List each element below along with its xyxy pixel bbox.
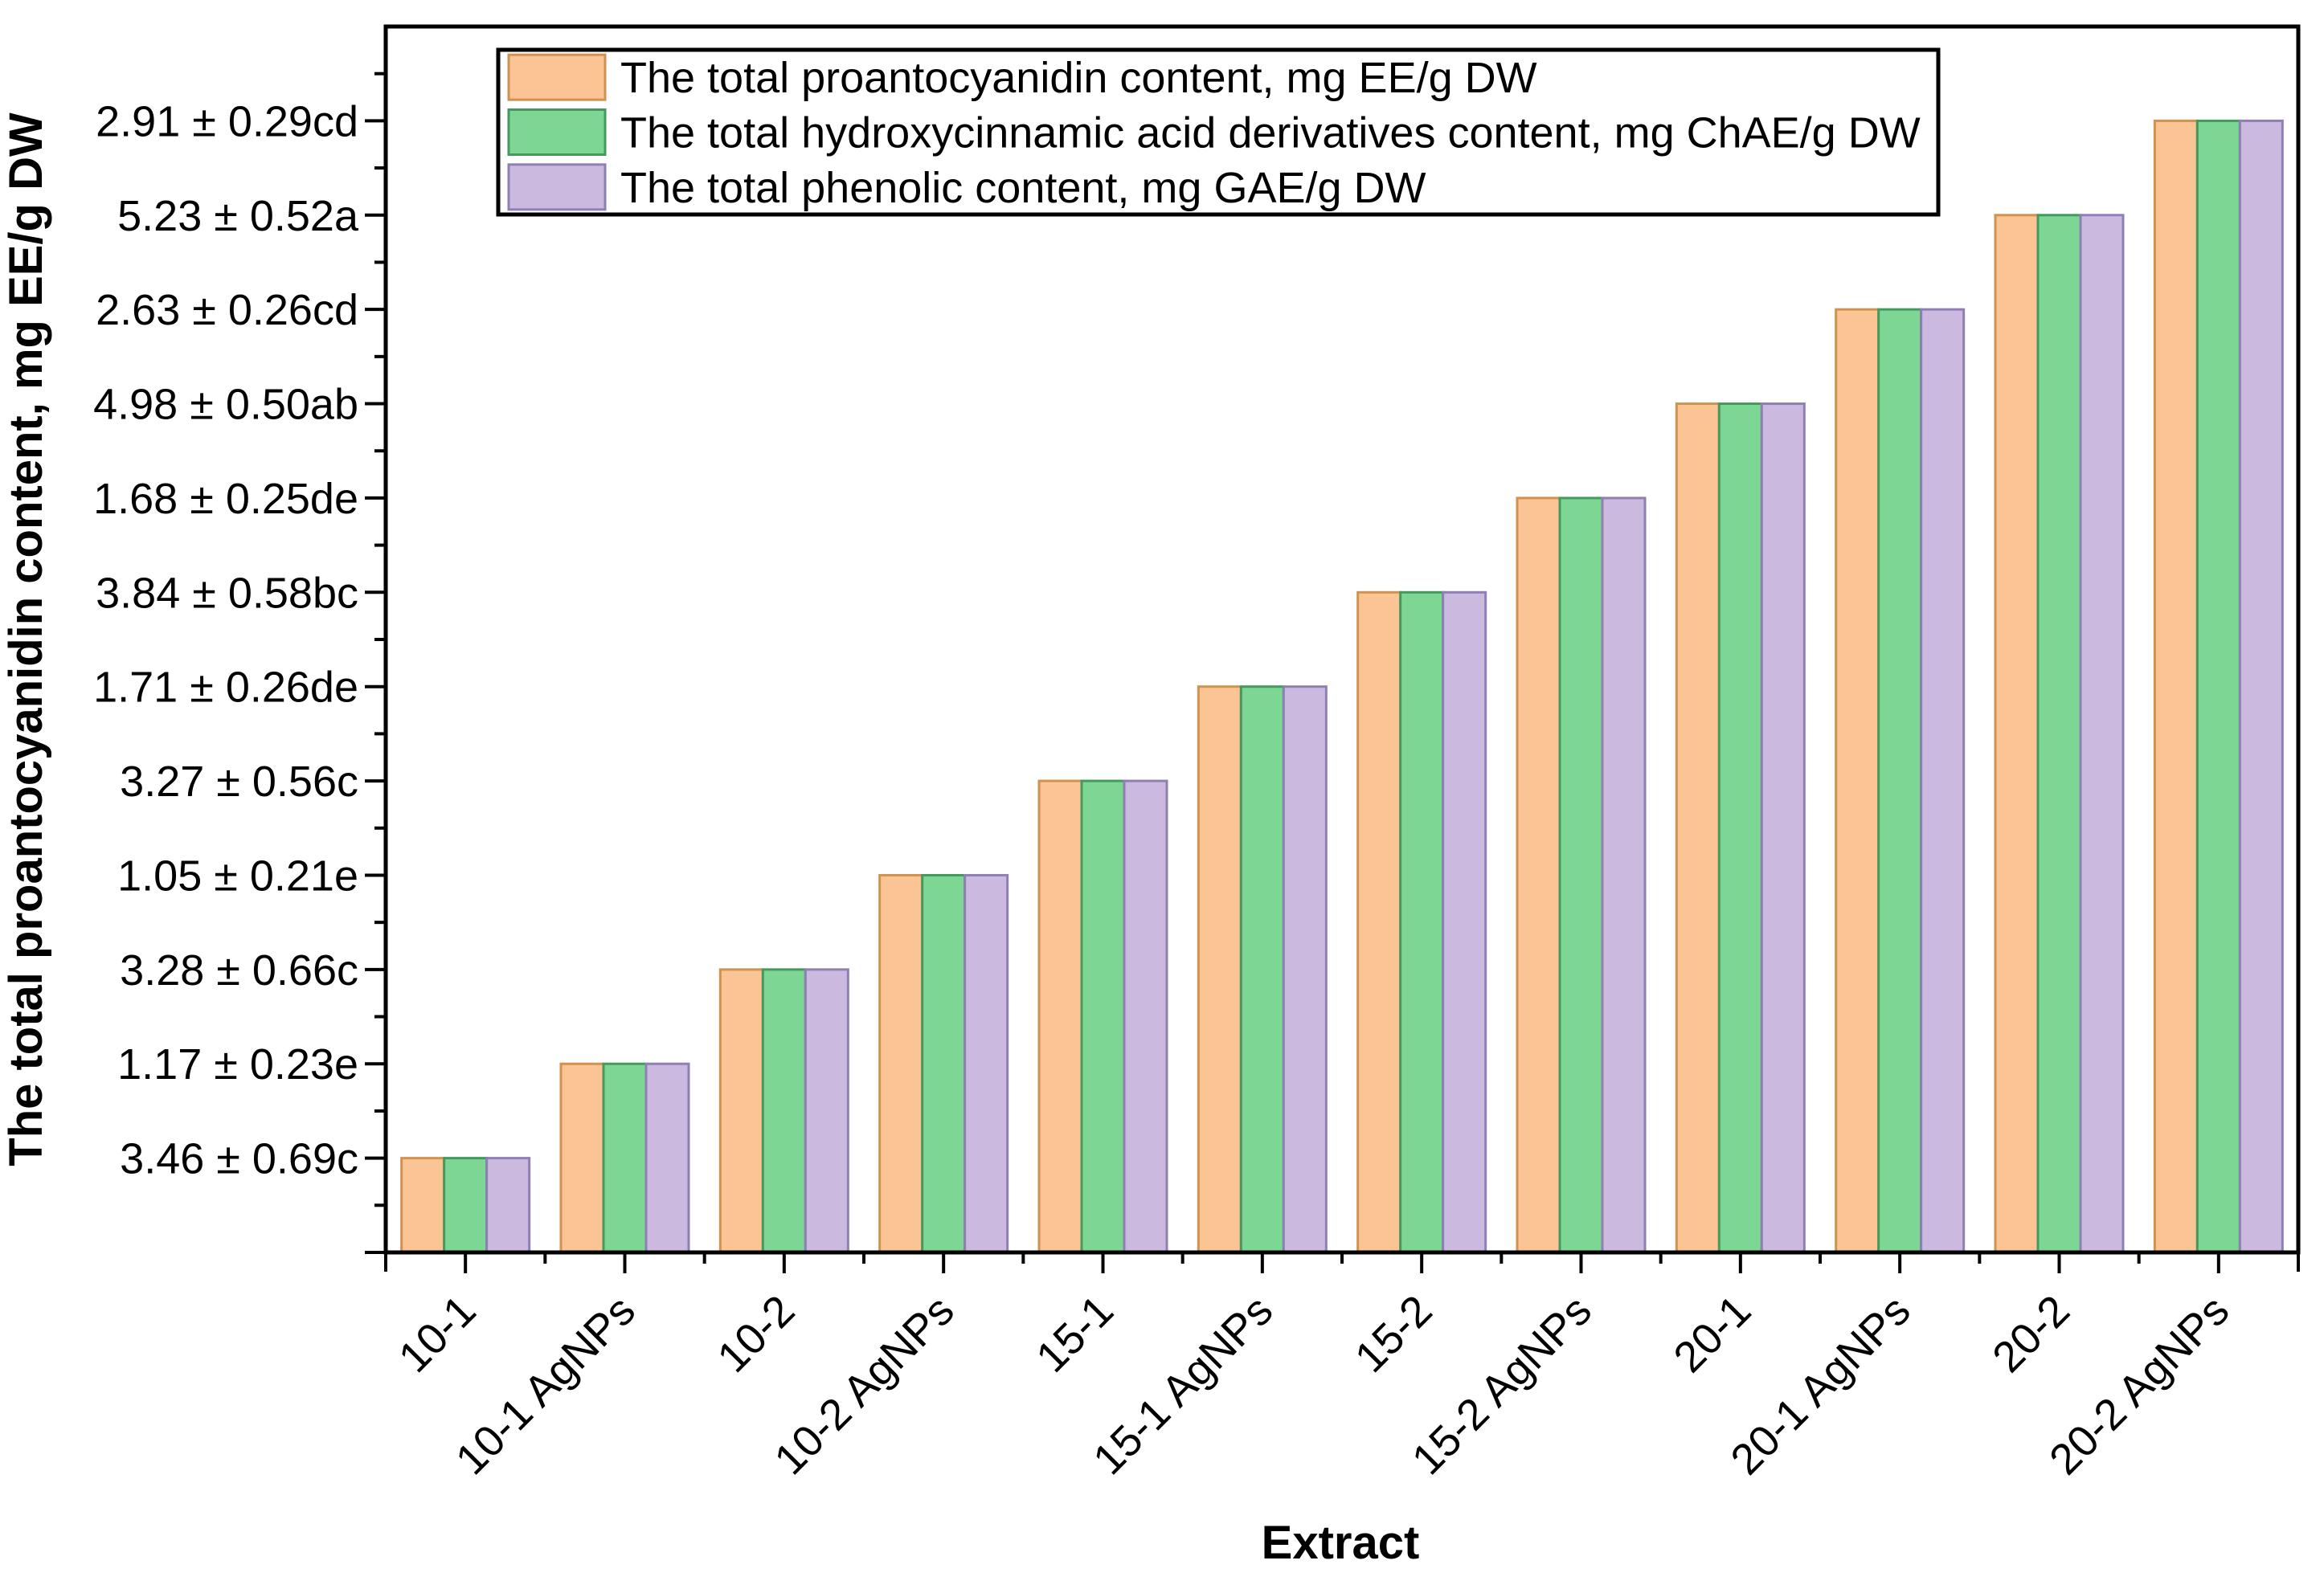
y-tick-labels: 3.46 ± 0.69c 1.17 ± 0.23e 3.28 ± 0.66c 1.05… <box>93 97 359 1183</box>
bar <box>1994 214 2040 1254</box>
bar <box>804 968 849 1254</box>
y-tick-label: 3.84 ± 0.58bc <box>96 569 358 617</box>
x-axis-ticks <box>365 1251 2300 1273</box>
bar <box>1558 496 1604 1254</box>
bar <box>1239 685 1285 1254</box>
bar-series-0 <box>400 119 2199 1254</box>
y-tick-label: 1.17 ± 0.23e <box>117 1040 358 1089</box>
bar <box>2195 119 2241 1254</box>
bar <box>644 1062 690 1254</box>
y-tick-label: 2.91 ± 0.29cd <box>96 97 358 145</box>
y-tick-label: 5.23 ± 0.52a <box>117 192 359 240</box>
bar <box>1835 308 1880 1254</box>
bar <box>2079 214 2125 1254</box>
bar <box>1282 685 1328 1254</box>
bar <box>1717 402 1763 1254</box>
legend-swatch-1 <box>507 108 607 156</box>
bar <box>1920 308 1966 1254</box>
bar <box>559 1062 605 1254</box>
bar <box>2036 214 2082 1254</box>
legend-swatch-2 <box>507 163 607 211</box>
legend-label-1: The total hydroxycinnamic acid derivativ… <box>620 109 1921 157</box>
legend-frame <box>496 47 1941 217</box>
y-axis-title: The total proantocyanidin content, mg EE… <box>0 112 52 1166</box>
y-tick-label: 1.71 ± 0.26de <box>93 664 358 712</box>
bar <box>485 1157 531 1254</box>
bar <box>1442 590 1487 1254</box>
y-tick-label: 1.68 ± 0.25de <box>93 475 358 523</box>
bar <box>443 1157 489 1254</box>
legend-label-2: The total phenolic content, mg GAE/g DW <box>620 164 1426 212</box>
x-axis-title: Extract <box>1262 1517 1420 1569</box>
bar-series-2 <box>485 119 2284 1254</box>
y-tick-label: 3.46 ± 0.69c <box>120 1135 358 1183</box>
y-axis-ticks <box>365 71 386 1254</box>
bar <box>1516 496 1561 1254</box>
bar <box>964 873 1009 1254</box>
legend: The total proantocyanidin content, mg EE… <box>496 47 1941 217</box>
bar <box>1123 779 1168 1254</box>
y-tick-label: 3.28 ± 0.66c <box>120 946 358 995</box>
bar <box>1037 779 1083 1254</box>
bar <box>921 873 967 1254</box>
bar <box>602 1062 648 1254</box>
bar <box>1197 685 1242 1254</box>
y-tick-label: 2.63 ± 0.26cd <box>96 286 358 334</box>
bar <box>1601 496 1647 1254</box>
bar <box>1356 590 1402 1254</box>
legend-label-0: The total proantocyanidin content, mg EE… <box>620 54 1537 102</box>
bar-series-1 <box>443 119 2241 1254</box>
bar <box>400 1157 446 1254</box>
bar <box>878 873 924 1254</box>
bars-layer <box>400 119 2284 1254</box>
bar <box>1760 402 1806 1254</box>
bar <box>2238 119 2284 1254</box>
bar <box>761 968 807 1254</box>
bar <box>718 968 764 1254</box>
y-tick-label: 3.27 ± 0.56c <box>120 758 358 806</box>
bar <box>1675 402 1720 1254</box>
legend-swatch-0 <box>507 53 607 101</box>
bar <box>2153 119 2199 1254</box>
bar <box>1877 308 1923 1254</box>
bar <box>1080 779 1126 1254</box>
y-tick-label: 1.05 ± 0.21e <box>117 852 358 900</box>
y-tick-label: 4.98 ± 0.50ab <box>93 381 358 429</box>
bar <box>1399 590 1445 1254</box>
